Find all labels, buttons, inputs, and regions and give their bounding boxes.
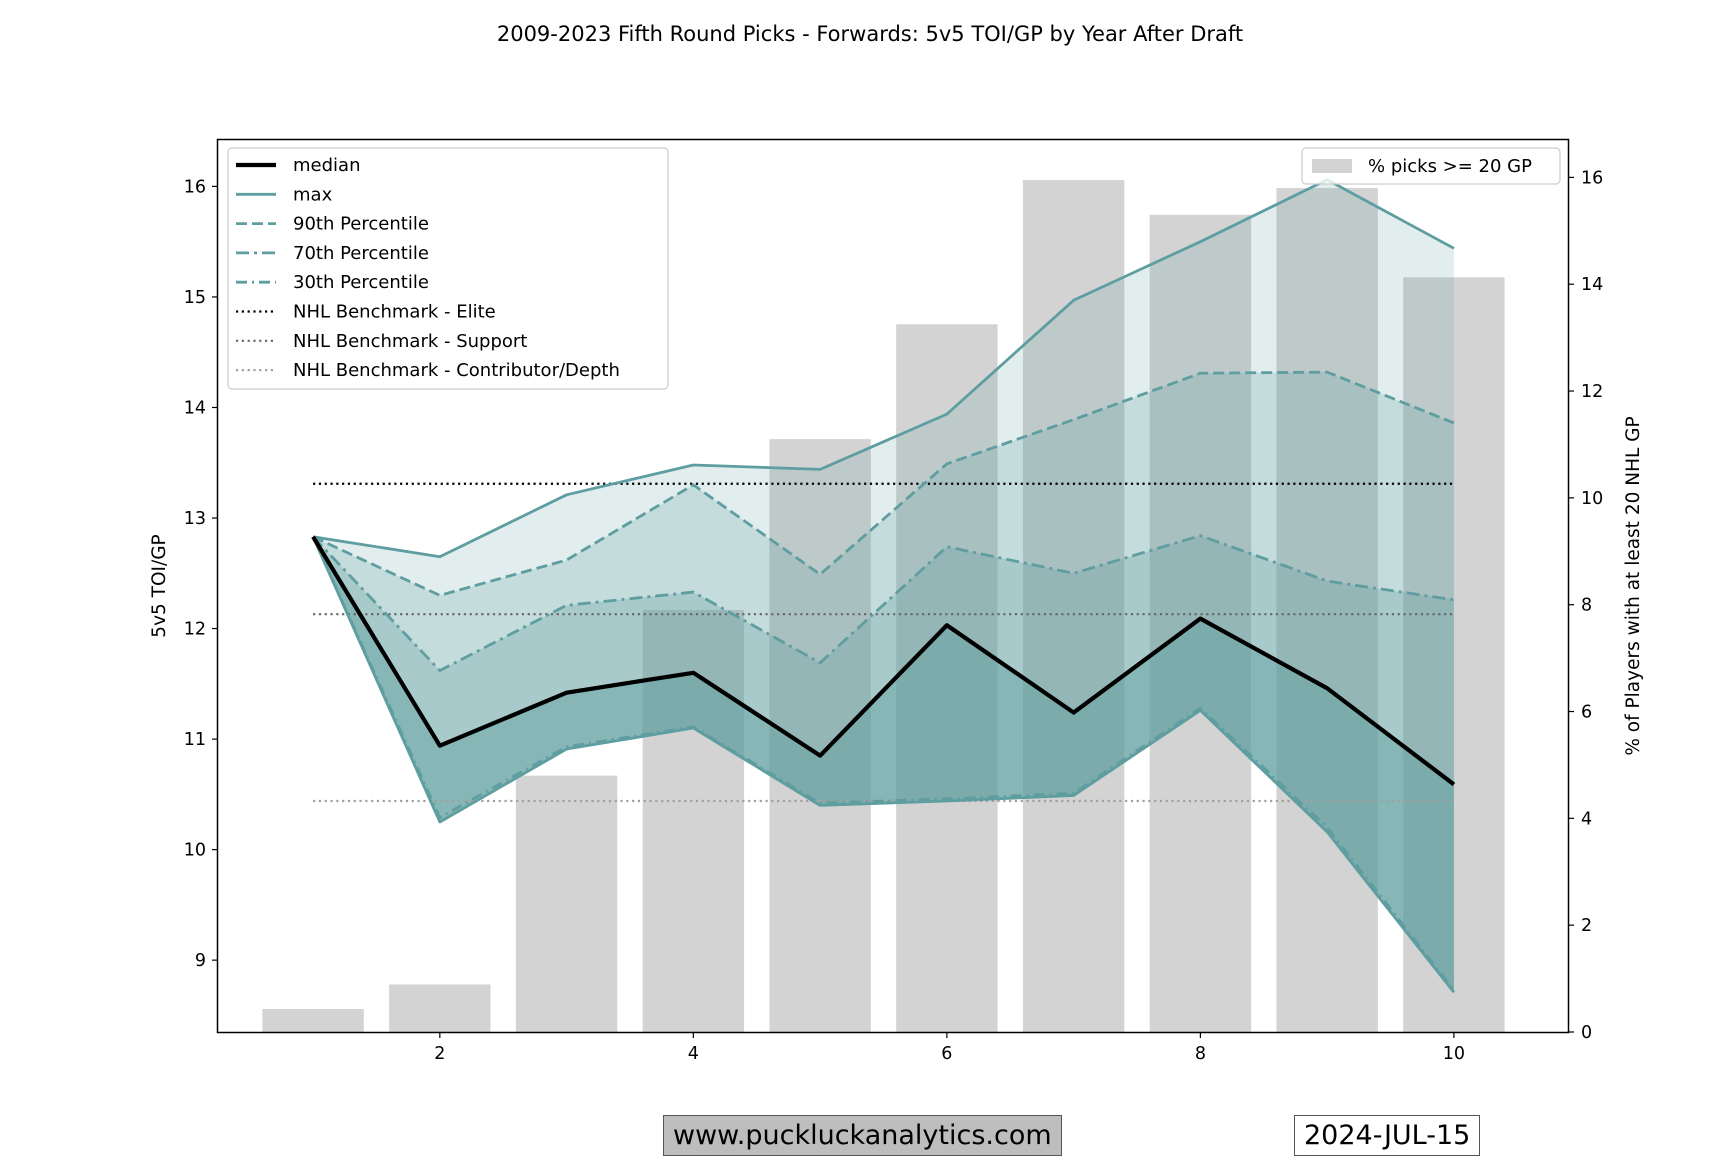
series-line xyxy=(311,536,1456,991)
legend-right: % picks >= 20 GP xyxy=(1301,147,1561,185)
axes-layer: 2 4 6 8 10 9 10 11 12 13 14 15 16 0 2 4 6 8 10 12 14 16 xyxy=(184,168,1604,1064)
bar xyxy=(1149,214,1252,1032)
y-right-tick-label: 14 xyxy=(1581,275,1603,295)
y-tick-label: 15 xyxy=(184,288,206,308)
fills-layer xyxy=(313,179,1454,993)
legend-left: median max 90th Percentile 70th Percentile 3… xyxy=(227,147,669,390)
y-axis-label: 5v5 TOI/GP xyxy=(149,534,170,637)
band-median xyxy=(313,536,1454,993)
bar xyxy=(896,324,998,1032)
y-right-tick-label: 6 xyxy=(1581,703,1592,723)
series-line xyxy=(312,534,1455,672)
bar xyxy=(515,775,618,1032)
y-tick-label: 12 xyxy=(184,620,206,640)
legend-label: 30th Percentile xyxy=(293,272,429,293)
date-label: 2024-JUL-15 xyxy=(1294,1115,1481,1156)
y-right-tick-label: 16 xyxy=(1581,168,1603,188)
bar xyxy=(262,1009,364,1032)
band-90 xyxy=(313,372,1454,993)
y-right-tick-label: 4 xyxy=(1581,809,1592,829)
y-right-tick-label: 8 xyxy=(1581,596,1592,616)
y-right-tick-label: 12 xyxy=(1581,382,1603,402)
legend-left-box xyxy=(227,147,669,390)
x-tick-label: 8 xyxy=(1195,1044,1206,1064)
bar xyxy=(642,610,745,1032)
bar xyxy=(1276,188,1378,1033)
x-tick-label: 6 xyxy=(941,1044,952,1064)
legend-label: NHL Benchmark - Elite xyxy=(293,302,496,323)
y-axis-right-label: % of Players with at least 20 NHL GP xyxy=(1623,416,1644,755)
y-tick-label: 13 xyxy=(184,509,206,529)
bar xyxy=(1403,277,1505,1032)
y-tick-label: 16 xyxy=(184,177,206,197)
legend-label: NHL Benchmark - Contributor/Depth xyxy=(293,360,620,381)
band-max xyxy=(313,179,1454,993)
legend-right-box xyxy=(1301,147,1561,185)
series-line xyxy=(312,370,1455,597)
series-line xyxy=(312,178,1455,559)
y-tick-label: 9 xyxy=(195,951,206,971)
legend-label: 70th Percentile xyxy=(293,243,429,264)
bar xyxy=(389,984,491,1032)
x-tick-label: 10 xyxy=(1443,1044,1465,1064)
y-right-tick-label: 2 xyxy=(1581,916,1592,936)
plot-frame xyxy=(216,138,1570,1034)
legend-label: 90th Percentile xyxy=(293,214,429,235)
legend-label: % picks >= 20 GP xyxy=(1368,156,1532,177)
y-tick-label: 14 xyxy=(184,398,206,418)
series-line xyxy=(311,536,1456,994)
series-line xyxy=(311,535,1456,787)
legend-swatch xyxy=(1312,159,1352,173)
legend-label: max xyxy=(293,184,333,205)
legend-label: NHL Benchmark - Support xyxy=(293,331,527,352)
x-tick-label: 4 xyxy=(688,1044,699,1064)
chart-title: 2009-2023 Fifth Round Picks - Forwards: … xyxy=(497,22,1243,46)
bar xyxy=(1022,180,1125,1032)
y-tick-label: 10 xyxy=(184,841,206,861)
legend-label: median xyxy=(293,155,360,176)
band-70 xyxy=(313,535,1454,993)
y-right-tick-label: 10 xyxy=(1581,489,1603,509)
website-label: www.puckluckanalytics.com xyxy=(663,1115,1062,1156)
y-tick-label: 11 xyxy=(184,730,206,750)
y-right-tick-label: 0 xyxy=(1581,1023,1592,1043)
lines-layer xyxy=(311,178,1456,994)
x-tick-label: 2 xyxy=(434,1044,445,1064)
